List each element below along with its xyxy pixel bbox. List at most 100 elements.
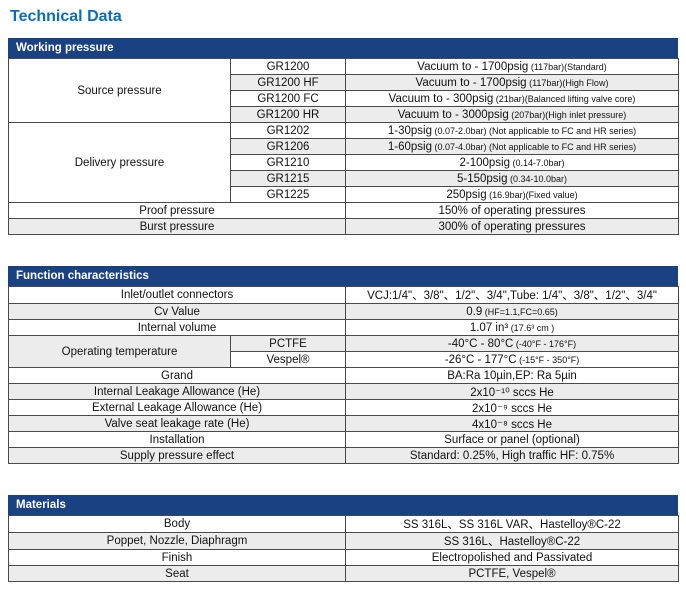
row-label-inlet-outlet-connectors: Inlet/outlet connectors — [7, 286, 347, 304]
row-label-cv-value: Cv Value — [7, 303, 347, 320]
table-row: GR1225 250psig (16.9bar)(Fixed value) — [9, 186, 679, 203]
table-row: GR1200 HR Vacuum to - 3000psig (207bar)(H… — [9, 106, 679, 123]
cell-text: -40°C - 80°C — [447, 337, 514, 350]
model-cell: GR1200 HF — [230, 74, 346, 91]
model-cell: GR1225 — [230, 186, 346, 203]
cell-text: GR1225 — [266, 188, 310, 201]
value-cell: PCTFE, Vespel® — [345, 565, 679, 582]
cell-text: SS 316L、SS 316L VAR、Hastelloy®C-22 — [403, 519, 621, 531]
cell-note: (0.34-10.0bar) — [507, 173, 568, 184]
cell-text: Finish — [161, 551, 193, 564]
table-row: Internal Leakage Allowance (He) 2x10⁻¹⁰ s… — [7, 383, 680, 400]
row-label-delivery-pressure: Delivery pressure — [8, 122, 231, 203]
row-label-proof-pressure: Proof pressure — [8, 202, 346, 219]
table-row: Source pressure GR1200 Vacuum to - 1700psi… — [8, 58, 679, 123]
seat-material-cell: PCTFE — [229, 335, 347, 352]
cell-text: Electropolished and Passivated — [431, 551, 593, 564]
model-cell: GR1210 — [230, 154, 346, 171]
cell-text: Vacuum to - 3000psig — [397, 108, 509, 121]
table-row: GR1200 HF Vacuum to - 1700psig (117bar)(H… — [9, 74, 679, 91]
function-characteristics-table: Inlet/outlet connectors VCJ:1/4"、3/8"、1/2… — [7, 286, 680, 464]
cell-text: Vacuum to - 300psig — [388, 92, 494, 105]
row-label-internal-volume: Internal volume — [7, 319, 347, 336]
cell-note: (16.9bar)(Fixed value) — [486, 189, 578, 200]
table-row: Cv Value 0.9 (HF=1.1,FC=0.65) — [7, 303, 680, 320]
cell-text: GR1202 — [266, 124, 310, 137]
working-pressure-table: Source pressure GR1200 Vacuum to - 1700psi… — [8, 58, 679, 235]
cell-text: Delivery pressure — [74, 156, 165, 169]
row-label-source-pressure: Source pressure — [8, 58, 231, 123]
value-cell: 0.9 (HF=1.1,FC=0.65) — [345, 303, 680, 320]
cell-text: Body — [163, 518, 191, 530]
cell-note: (-15°F - 350°F) — [516, 354, 580, 365]
cell-text: Installation — [149, 433, 205, 446]
cell-text: PCTFE — [269, 337, 307, 350]
table-row: Body SS 316L、SS 316L VAR、Hastelloy®C-22 — [8, 515, 679, 533]
cell-text: 0.9 — [466, 305, 483, 318]
cell-text: 1-30psig — [387, 124, 433, 137]
value-cell: 1-30psig (0.07-2.0bar) (Not applicable t… — [345, 122, 679, 139]
cell-text: 2-100psig — [459, 156, 510, 169]
cell-text: GR1215 — [266, 172, 310, 185]
value-cell: Standard: 0.25%, High traffic HF: 0.75% — [345, 447, 680, 464]
table-row: Operating temperature PCTFE -40°C - 80°C (… — [8, 335, 680, 368]
cell-text: Vacuum to - 1700psig — [415, 76, 527, 89]
cell-text: BA:Ra 10µin,EP: Ra 5µin — [447, 369, 577, 382]
materials-section: Materials Body SS 316L、SS 316L VAR、Hastel… — [8, 495, 679, 582]
cell-text: Vespel® — [266, 353, 310, 366]
value-cell: Vacuum to - 1700psig (117bar)(High Flow) — [345, 74, 679, 91]
value-cell: Vacuum to - 300psig (21bar)(Balanced lif… — [345, 90, 679, 107]
cell-text: PCTFE, Vespel® — [468, 567, 556, 580]
table-row: Valve seat leakage rate (He) 4x10⁻⁸ sccs … — [7, 415, 680, 432]
value-cell: 2-100psig (0.14-7.0bar) — [345, 154, 679, 171]
value-cell: Surface or panel (optional) — [345, 431, 680, 448]
cell-text: External Leakage Allowance (He) — [91, 401, 263, 414]
cell-text: -26°C - 177°C — [444, 353, 517, 366]
function-characteristics-header: Function characteristics — [8, 266, 678, 286]
table-row: Internal volume 1.07 in³ (17.6³ cm ) — [7, 319, 680, 336]
value-cell: -26°C - 177°C (-15°F - 350°F) — [345, 351, 680, 368]
cell-note: (117bar)(Standard) — [528, 61, 607, 72]
table-row: Installation Surface or panel (optional) — [7, 431, 680, 448]
row-label-installation: Installation — [7, 431, 347, 448]
cell-text: 2x10⁻¹⁰ sccs He — [470, 386, 554, 399]
cell-note: (0.14-7.0bar) — [509, 157, 565, 168]
table-row: Proof pressure 150% of operating pressure… — [8, 202, 679, 219]
table-row: Finish Electropolished and Passivated — [8, 549, 679, 566]
value-cell: -40°C - 80°C (-40°F - 176°F) — [345, 335, 680, 352]
cell-text: 4x10⁻⁸ sccs He — [472, 418, 552, 431]
cell-text: SS 316L、Hastelloy®C-22 — [443, 536, 581, 548]
row-label-supply-pressure-effect: Supply pressure effect — [7, 447, 347, 464]
cell-text: Cv Value — [154, 305, 200, 318]
value-cell: 300% of operating pressures — [345, 218, 679, 235]
cell-text: Standard: 0.25%, High traffic HF: 0.75% — [409, 449, 615, 462]
cell-note: (-40°F - 176°F) — [513, 338, 577, 349]
materials-header: Materials — [8, 495, 678, 515]
row-label-internal-leakage: Internal Leakage Allowance (He) — [7, 383, 347, 400]
seat-material-cell: Vespel® — [229, 351, 347, 368]
row-label-external-leakage: External Leakage Allowance (He) — [7, 399, 347, 416]
cell-text: 300% of operating pressures — [438, 220, 586, 233]
value-cell: 1-60psig (0.07-4.0bar) (Not applicable t… — [345, 138, 679, 155]
function-characteristics-section: Function characteristics Inlet/outlet co… — [7, 266, 680, 464]
value-cell: SS 316L、SS 316L VAR、Hastelloy®C-22 — [345, 515, 679, 533]
table-row: Poppet, Nozzle, Diaphragm SS 316L、Hastell… — [8, 532, 679, 550]
cell-text: 2x10⁻⁹ sccs He — [472, 402, 553, 415]
table-row: External Leakage Allowance (He) 2x10⁻⁹ sc… — [7, 399, 680, 416]
table-row: GR1206 1-60psig (0.07-4.0bar) (Not applic… — [9, 138, 679, 155]
cell-text: 1-60psig — [387, 140, 433, 153]
cell-text: Internal volume — [137, 321, 217, 334]
cell-note: (HF=1.1,FC=0.65) — [482, 306, 558, 317]
value-cell: Vacuum to - 1700psig (117bar)(Standard) — [345, 58, 679, 75]
cell-text: Supply pressure effect — [119, 449, 235, 462]
model-cell: GR1202 — [230, 122, 346, 139]
table-row: Burst pressure 300% of operating pressure… — [8, 218, 679, 235]
cell-text: Valve seat leakage rate (He) — [104, 417, 250, 430]
row-label-operating-temperature: Operating temperature — [8, 335, 231, 368]
model-cell: GR1200 HR — [230, 106, 346, 123]
value-cell: BA:Ra 10µin,EP: Ra 5µin — [345, 367, 680, 384]
cell-text: GR1200 HF — [257, 76, 319, 89]
table-row: Delivery pressure GR1202 1-30psig (0.07-2.… — [8, 122, 679, 203]
working-pressure-section: Working pressure Source pressure GR1200 Va… — [8, 38, 679, 235]
